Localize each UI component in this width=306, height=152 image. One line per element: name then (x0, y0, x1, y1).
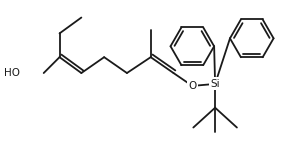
Text: HO: HO (4, 68, 20, 78)
Text: O: O (188, 81, 196, 91)
Text: Si: Si (210, 79, 220, 89)
